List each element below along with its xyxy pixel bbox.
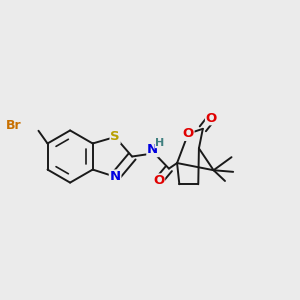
Text: O: O bbox=[206, 112, 217, 124]
Text: Br: Br bbox=[6, 119, 22, 132]
Text: H: H bbox=[155, 137, 165, 148]
Text: O: O bbox=[153, 174, 164, 187]
Text: O: O bbox=[182, 127, 194, 140]
Text: N: N bbox=[147, 143, 158, 157]
Text: N: N bbox=[110, 170, 121, 183]
Text: S: S bbox=[110, 130, 120, 143]
